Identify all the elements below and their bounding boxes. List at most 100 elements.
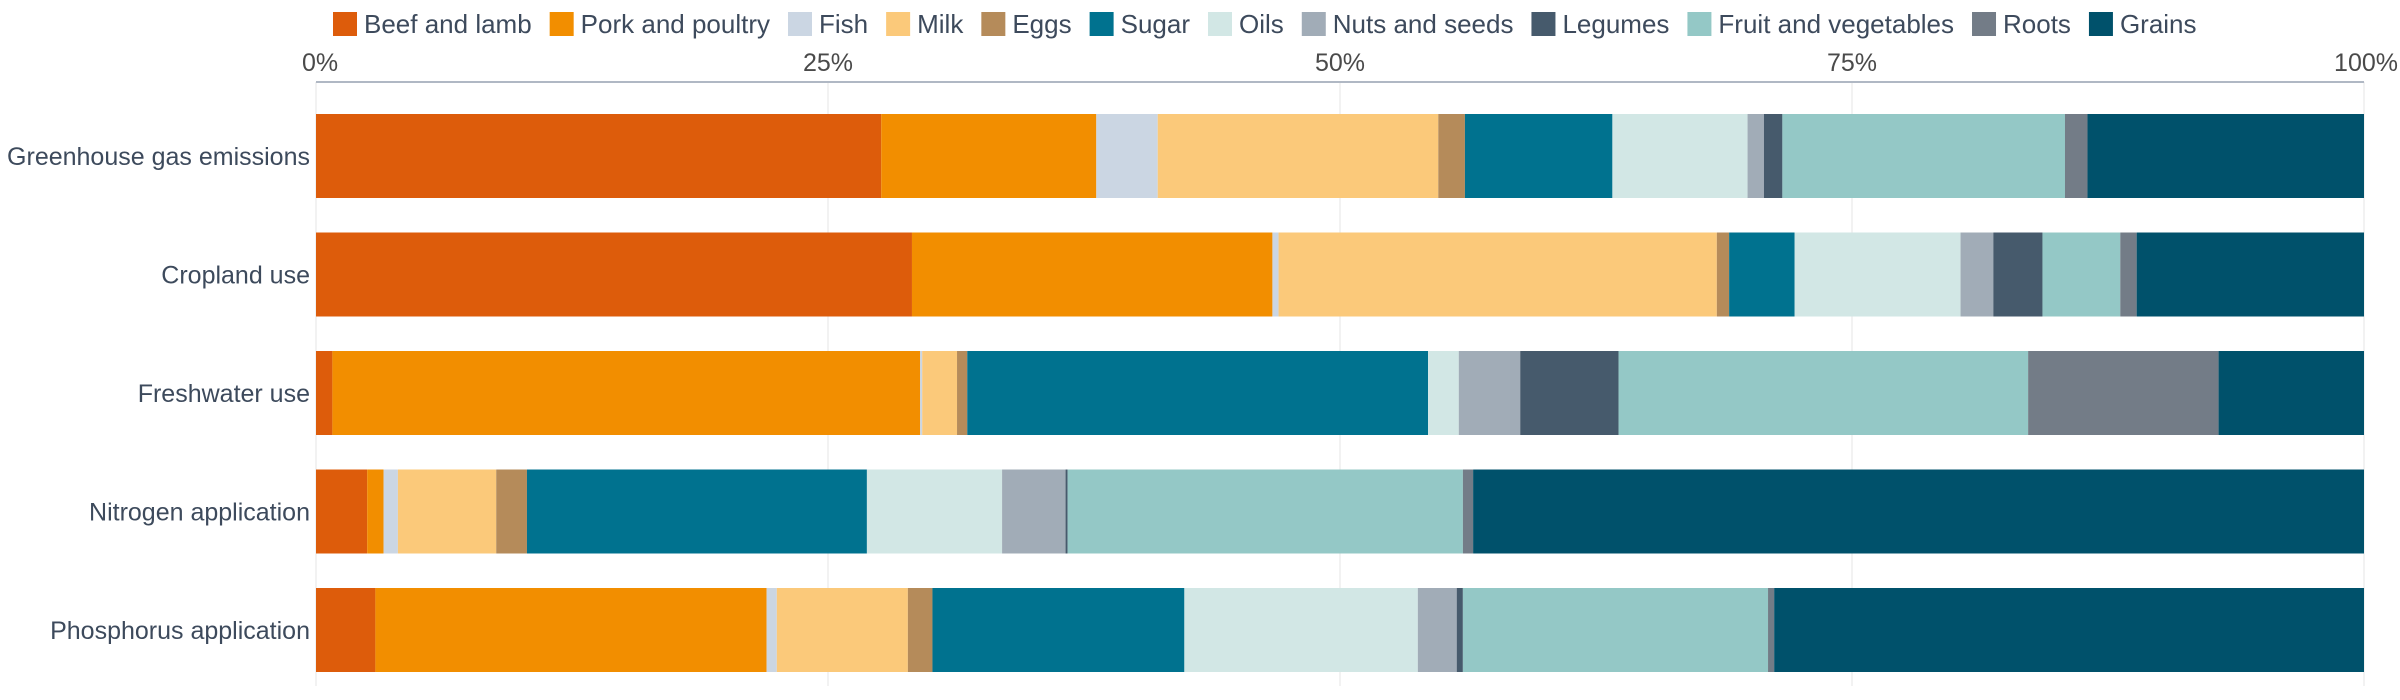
legend-swatch	[1301, 12, 1326, 36]
legend: Beef and lamb Pork and poultry Fish Milk Egg…	[333, 9, 2197, 39]
bar-segment-grains[interactable]	[1774, 588, 2364, 672]
legend-swatch	[1972, 12, 1997, 36]
bar-segment-grains[interactable]	[1473, 469, 2364, 554]
bar-segment-fruit-and-vegetables[interactable]	[2042, 232, 2121, 317]
bars	[316, 114, 2364, 672]
bar-segment-eggs[interactable]	[1438, 114, 1465, 198]
bar-segment-roots[interactable]	[2120, 232, 2137, 317]
bar-segment-legumes[interactable]	[1763, 114, 1783, 198]
bar-segment-oils[interactable]	[1428, 351, 1459, 435]
bar-segment-beef-and-lamb[interactable]	[316, 232, 912, 317]
bar-segment-eggs[interactable]	[957, 351, 968, 435]
bar-segment-pork-and-poultry[interactable]	[911, 232, 1273, 317]
bar-segment-nuts-and-seeds[interactable]	[1458, 351, 1521, 435]
legend-label: Grains	[2120, 9, 2197, 39]
bar-segment-beef-and-lamb[interactable]	[316, 588, 376, 672]
bar-segment-pork-and-poultry[interactable]	[881, 114, 1097, 198]
bar-segment-nuts-and-seeds[interactable]	[1747, 114, 1764, 198]
bar-segment-fish[interactable]	[1272, 232, 1279, 317]
bar-segment-roots[interactable]	[1462, 469, 1474, 554]
x-tick-label: 50%	[1315, 49, 1365, 77]
bar-segment-milk[interactable]	[1278, 232, 1717, 317]
legend-item-milk[interactable]: Milk	[886, 9, 964, 39]
bar-segment-sugar[interactable]	[932, 588, 1185, 672]
x-tick-label: 100%	[2334, 49, 2398, 77]
bar-segment-pork-and-poultry[interactable]	[375, 588, 767, 672]
bar-segment-fish[interactable]	[1096, 114, 1158, 198]
bar-segment-eggs[interactable]	[496, 469, 527, 554]
legend-item-beef-and-lamb[interactable]: Beef and lamb	[333, 9, 532, 39]
x-axis: 0% 25% 50% 75% 100%	[302, 49, 2398, 83]
bar-segment-pork-and-poultry[interactable]	[332, 351, 921, 435]
legend-swatch	[1208, 12, 1232, 36]
legend-item-fruit-and-vegetables[interactable]: Fruit and vegetables	[1687, 9, 1954, 39]
bar-segment-grains[interactable]	[2136, 232, 2364, 317]
bar-segment-oils[interactable]	[1794, 232, 1961, 317]
bar-row-cropland-use	[316, 232, 2364, 317]
bar-segment-legumes[interactable]	[1456, 588, 1463, 672]
legend-item-legumes[interactable]: Legumes	[1531, 9, 1669, 39]
legend-swatch	[333, 12, 357, 36]
bar-segment-sugar[interactable]	[1464, 114, 1613, 198]
legend-swatch	[981, 12, 1006, 36]
bar-segment-roots[interactable]	[1768, 588, 1775, 672]
legend-label: Fruit and vegetables	[1718, 9, 1954, 39]
legend-label: Legumes	[1562, 9, 1669, 39]
legend-swatch	[886, 12, 911, 36]
legend-label: Beef and lamb	[364, 9, 532, 39]
bar-segment-fish[interactable]	[920, 351, 923, 435]
bar-segment-fish[interactable]	[383, 469, 398, 554]
bar-segment-fruit-and-vegetables[interactable]	[1067, 469, 1463, 554]
bar-segment-beef-and-lamb[interactable]	[316, 469, 368, 554]
bar-segment-legumes[interactable]	[1993, 232, 2043, 317]
legend-item-nuts-and-seeds[interactable]: Nuts and seeds	[1301, 9, 1514, 39]
bar-segment-sugar[interactable]	[1729, 232, 1795, 317]
bar-segment-fish[interactable]	[766, 588, 777, 672]
legend-item-grains[interactable]: Grains	[2088, 9, 2197, 39]
bar-segment-pork-and-poultry[interactable]	[367, 469, 384, 554]
legend-label: Sugar	[1121, 9, 1191, 39]
legend-item-fish[interactable]: Fish	[788, 9, 868, 39]
bar-segment-grains[interactable]	[2218, 351, 2364, 435]
legend-item-oils[interactable]: Oils	[1208, 9, 1284, 39]
bar-segment-oils[interactable]	[866, 469, 1003, 554]
legend-item-eggs[interactable]: Eggs	[981, 9, 1072, 39]
bar-segment-fruit-and-vegetables[interactable]	[1782, 114, 2065, 198]
bar-segment-milk[interactable]	[1157, 114, 1439, 198]
bar-segment-oils[interactable]	[1612, 114, 1748, 198]
category-label: Phosphorus application	[50, 617, 310, 645]
bar-segment-fruit-and-vegetables[interactable]	[1618, 351, 2029, 435]
bar-segment-milk[interactable]	[776, 588, 908, 672]
legend-swatch	[549, 12, 574, 36]
bar-segment-oils[interactable]	[1184, 588, 1418, 672]
bar-segment-nuts-and-seeds[interactable]	[1960, 232, 1994, 317]
bar-segment-legumes[interactable]	[1520, 351, 1619, 435]
category-label: Nitrogen application	[89, 499, 310, 527]
legend-label: Fish	[819, 9, 868, 39]
y-axis: Greenhouse gas emissions Cropland use Fres…	[7, 143, 310, 645]
bar-segment-sugar[interactable]	[967, 351, 1429, 435]
bar-segment-sugar[interactable]	[526, 469, 867, 554]
bar-segment-nuts-and-seeds[interactable]	[1002, 469, 1066, 554]
legend-label: Milk	[917, 9, 964, 39]
legend-label: Oils	[1239, 9, 1284, 39]
bar-segment-eggs[interactable]	[907, 588, 933, 672]
legend-swatch	[788, 12, 812, 36]
legend-label: Eggs	[1012, 9, 1071, 39]
bar-segment-nuts-and-seeds[interactable]	[1417, 588, 1457, 672]
bar-segment-roots[interactable]	[2028, 351, 2219, 435]
bar-segment-beef-and-lamb[interactable]	[316, 351, 333, 435]
bar-segment-grains[interactable]	[2087, 114, 2364, 198]
bar-segment-beef-and-lamb[interactable]	[316, 114, 882, 198]
bar-segment-milk[interactable]	[922, 351, 958, 435]
bar-segment-milk[interactable]	[397, 469, 497, 554]
legend-item-pork-and-poultry[interactable]: Pork and poultry	[549, 9, 770, 39]
legend-item-roots[interactable]: Roots	[1972, 9, 2071, 39]
bar-segment-eggs[interactable]	[1716, 232, 1730, 317]
legend-item-sugar[interactable]: Sugar	[1089, 9, 1191, 39]
bar-segment-roots[interactable]	[2064, 114, 2088, 198]
bar-segment-fruit-and-vegetables[interactable]	[1462, 588, 1769, 672]
legend-swatch	[1687, 12, 1712, 36]
bar-segment-legumes[interactable]	[1065, 469, 1068, 554]
